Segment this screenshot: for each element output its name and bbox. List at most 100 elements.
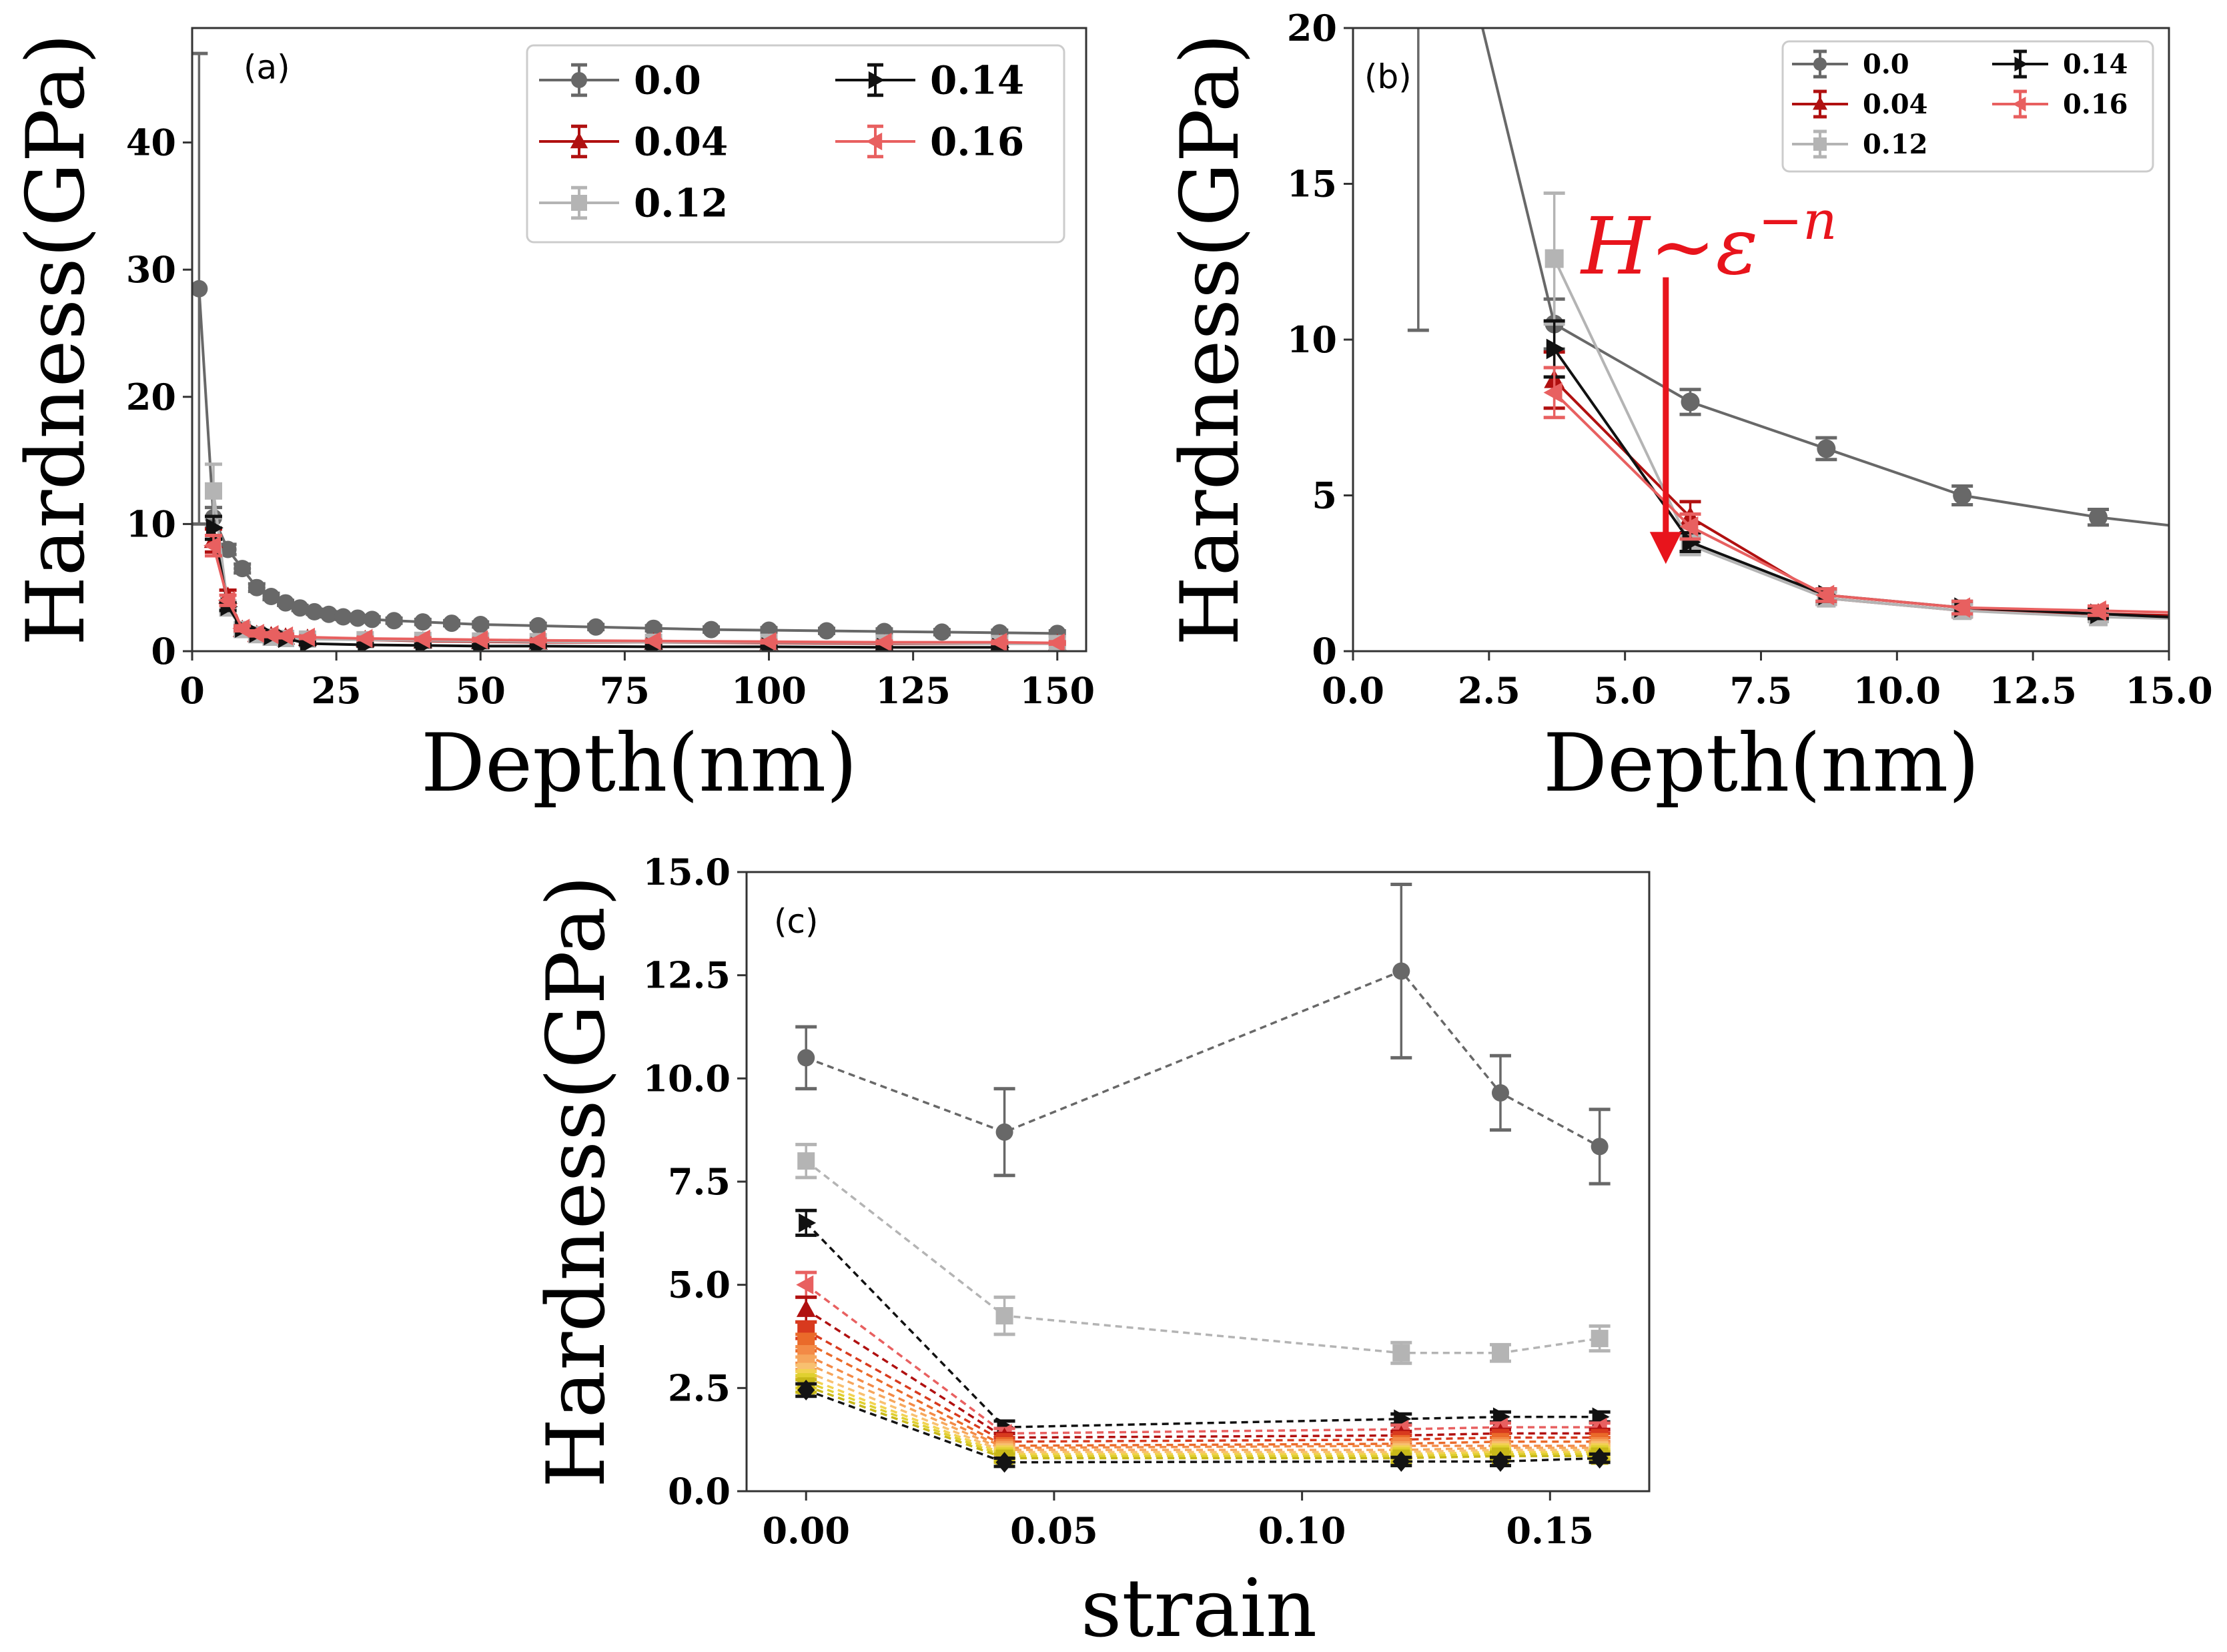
panel-a-data-point bbox=[874, 633, 892, 651]
panel-a-data-point bbox=[334, 608, 352, 626]
panel-a-data-point bbox=[320, 605, 338, 623]
legend-label: 0.04 bbox=[1863, 89, 1927, 120]
panel-c-xlabel: strain bbox=[1081, 1563, 1317, 1652]
panel-c-series-line bbox=[805, 1376, 1600, 1456]
panel-a-data-point bbox=[261, 625, 279, 645]
legend-label: 0.0 bbox=[1863, 49, 1909, 80]
panel-a-data-point bbox=[297, 627, 315, 647]
panel-c-xtick-label: 0.10 bbox=[1258, 1509, 1346, 1552]
legend-label: 0.04 bbox=[634, 119, 728, 164]
panel-c-series bbox=[795, 883, 1611, 1473]
panel-b-ylabel: Hardness(GPa) bbox=[1164, 33, 1257, 646]
panel-a-data-point bbox=[248, 578, 266, 596]
panel-a-data-point bbox=[933, 623, 951, 641]
panel-a-xtick-label: 0 bbox=[179, 669, 205, 712]
panel-a-data-point bbox=[306, 602, 324, 621]
panel-a-label: (a) bbox=[244, 48, 290, 87]
legend-label: 0.14 bbox=[2063, 49, 2128, 80]
panel-a-xtick-label: 50 bbox=[456, 669, 506, 712]
panel-c-data-point bbox=[1591, 1330, 1609, 1348]
panel-b-data-point bbox=[1543, 382, 1563, 403]
panel-b-data-point bbox=[1546, 338, 1565, 360]
panel-b-xtick-label: 7.5 bbox=[1730, 669, 1793, 712]
panel-c-series-line bbox=[805, 1388, 1600, 1464]
panel-c-data-point bbox=[995, 1123, 1013, 1141]
legend-marker bbox=[2012, 97, 2026, 111]
panel-b-ytick-label: 5 bbox=[1312, 474, 1337, 517]
legend-marker bbox=[868, 71, 885, 89]
panel-a-xtick-label: 25 bbox=[312, 669, 362, 712]
legend-marker bbox=[866, 132, 883, 151]
panel-a-data-point bbox=[204, 482, 222, 500]
panel-c-series-line bbox=[805, 1380, 1600, 1458]
panel-c-data-point bbox=[796, 1299, 816, 1317]
panel-a-legend: 0.0 0.04 0.12 0.14 0.16 bbox=[526, 44, 1065, 244]
panel-a-data-point bbox=[234, 560, 252, 578]
legend-marker bbox=[571, 195, 587, 211]
panel-a-frame bbox=[191, 27, 1087, 653]
panel-a-data-point bbox=[470, 630, 488, 650]
panel-a-ytick-label: 40 bbox=[126, 121, 176, 164]
panel-c-xtick-label: 0.05 bbox=[1010, 1509, 1098, 1552]
panel-c: 0.00 0.05 0.10 0.15 0.0 2.5 5.0 7.5 10.0 12.5 15.0… bbox=[530, 851, 1651, 1652]
panel-a-data-point bbox=[644, 619, 662, 637]
panel-c-series-0 bbox=[795, 883, 1611, 1186]
panel-c-ytick-label: 7.5 bbox=[668, 1160, 731, 1203]
panel-b-legend: 0.0 0.04 0.12 0.14 0.16 bbox=[1781, 40, 2154, 173]
panel-c-data-point bbox=[1392, 962, 1410, 980]
panel-a-data-point bbox=[349, 609, 367, 627]
panel-a-data-point bbox=[232, 618, 250, 638]
panel-c-series-line bbox=[805, 1308, 1600, 1439]
panel-a-ytick-label: 0 bbox=[151, 630, 176, 673]
panel-c-ylabel: Hardness(GPa) bbox=[530, 875, 623, 1488]
panel-c-data-point bbox=[797, 1049, 815, 1067]
annotation-arrowhead bbox=[1649, 532, 1682, 564]
panel-b-ticks: 0.0 2.5 5.0 7.5 10.0 12.5 15.0 0 5 10 15 20 bbox=[1287, 7, 2213, 712]
panel-c-series-line bbox=[805, 1284, 1600, 1435]
panel-a-data-point bbox=[529, 616, 547, 635]
panel-a-data-point bbox=[443, 614, 461, 633]
panel-c-data-point bbox=[797, 1152, 815, 1170]
legend-marker bbox=[570, 132, 588, 149]
panel-a-data-point bbox=[385, 612, 403, 630]
panel-c-data-point bbox=[1491, 1451, 1509, 1473]
panel-a-data-point bbox=[363, 610, 381, 629]
panel-a-data-point bbox=[528, 631, 546, 651]
panel-c-data-point bbox=[1392, 1344, 1410, 1362]
panel-a-xtick-label: 150 bbox=[1019, 669, 1095, 712]
panel-c-xtick-label: 0.00 bbox=[762, 1509, 850, 1552]
panel-a-series bbox=[192, 51, 1067, 651]
panel-a-xtick-label: 125 bbox=[875, 669, 951, 712]
panel-b-data-point bbox=[2089, 508, 2108, 527]
panel-a-data-point bbox=[414, 613, 432, 631]
panel-b-xtick-label: 12.5 bbox=[1989, 669, 2077, 712]
panel-a-data-point bbox=[472, 615, 490, 633]
panel-c-ytick-label: 5.0 bbox=[668, 1264, 731, 1306]
panel-b-annotation: H~ε−n bbox=[1580, 189, 1837, 564]
panel-b-label: (b) bbox=[1364, 57, 1412, 96]
panel-b-ytick-label: 15 bbox=[1287, 163, 1337, 205]
panel-a-data-point bbox=[1047, 633, 1065, 651]
legend-label: 0.16 bbox=[930, 119, 1024, 164]
panel-b-data-point bbox=[1544, 249, 1564, 268]
legend-marker bbox=[1813, 137, 1827, 151]
panel-c-data-point bbox=[1591, 1447, 1609, 1469]
panel-b-xtick-label: 15.0 bbox=[2125, 669, 2213, 712]
panel-b-xtick-label: 10.0 bbox=[1853, 669, 1941, 712]
panel-a-data-point bbox=[205, 518, 224, 538]
panel-c-data-point bbox=[796, 1275, 814, 1294]
legend-label: 0.12 bbox=[1863, 129, 1927, 160]
panel-a-data-point bbox=[587, 618, 605, 636]
panel-a-xtick-label: 100 bbox=[731, 669, 807, 712]
panel-a-data-point bbox=[291, 599, 309, 617]
panel-a-data-point bbox=[277, 594, 295, 612]
panel-a-data-point bbox=[355, 629, 373, 649]
panel-c-ytick-label: 10.0 bbox=[642, 1057, 731, 1100]
panel-a-data-point bbox=[643, 631, 661, 651]
legend-box bbox=[526, 44, 1065, 244]
panel-a-data-point bbox=[817, 622, 835, 640]
legend-marker bbox=[1813, 96, 1827, 110]
panel-b-xlabel: Depth(nm) bbox=[1543, 717, 1979, 810]
panel-b-data-point bbox=[1682, 532, 1701, 552]
